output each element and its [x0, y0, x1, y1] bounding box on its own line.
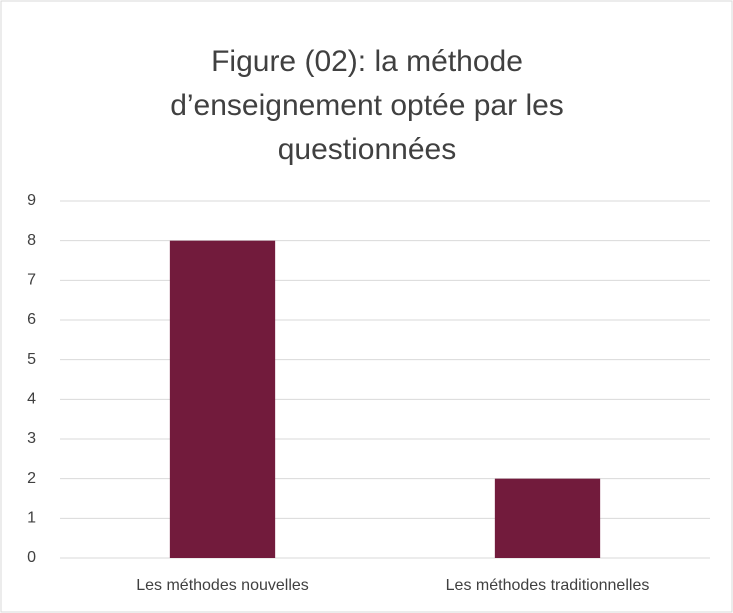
- y-tick-label: 7: [27, 272, 36, 289]
- y-tick-label: 3: [27, 430, 36, 447]
- x-tick-label: Les méthodes traditionnelles: [446, 577, 650, 594]
- chart-title: Figure (02): la méthode d’enseignement o…: [170, 45, 564, 166]
- y-tick-label: 2: [27, 470, 36, 487]
- y-tick-label: 1: [27, 510, 36, 527]
- y-tick-label: 5: [27, 351, 36, 368]
- x-tick-label: Les méthodes nouvelles: [136, 577, 309, 594]
- y-tick-label: 9: [27, 192, 36, 209]
- y-tick-label: 8: [27, 232, 36, 249]
- bar: [169, 240, 276, 558]
- y-tick-label: 0: [27, 549, 36, 566]
- y-tick-label: 6: [27, 311, 36, 328]
- y-tick-label: 4: [27, 391, 36, 408]
- bar: [494, 478, 601, 558]
